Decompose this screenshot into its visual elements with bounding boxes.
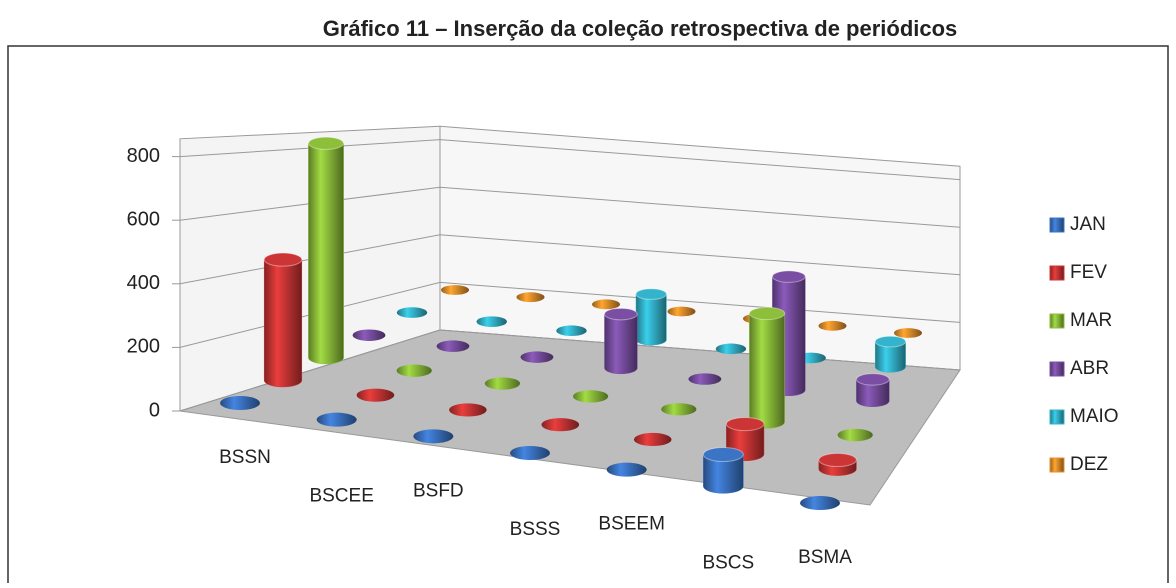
bar-top xyxy=(263,252,303,267)
bar xyxy=(449,403,487,417)
bar xyxy=(604,313,638,375)
y-tick-label: 400 xyxy=(127,272,160,294)
bar xyxy=(688,373,722,385)
bar xyxy=(356,388,395,402)
bar xyxy=(894,328,922,338)
legend-label: JAN xyxy=(1070,214,1106,235)
legend-swatch xyxy=(1049,409,1065,425)
bar-top xyxy=(771,270,806,283)
bar xyxy=(396,307,428,318)
x-tick-label: BSCS xyxy=(702,552,754,573)
y-tick-label: 800 xyxy=(127,145,160,167)
bar xyxy=(715,343,747,355)
x-tick-label: BSEEM xyxy=(598,514,665,535)
bar-top xyxy=(307,136,345,150)
grid-line xyxy=(179,139,961,181)
bar xyxy=(556,325,587,337)
bar xyxy=(413,429,454,444)
legend-swatch xyxy=(1049,265,1065,281)
x-tick-label: BSSS xyxy=(510,519,561,540)
bar xyxy=(520,351,554,363)
bar-top xyxy=(748,306,786,321)
bar xyxy=(516,292,545,303)
grid-line xyxy=(179,186,961,228)
bar xyxy=(476,316,507,327)
bar xyxy=(606,462,647,477)
bar xyxy=(800,496,840,510)
x-tick-label: BSSN xyxy=(219,447,271,468)
bar xyxy=(818,320,847,331)
y-tick-label: 0 xyxy=(149,399,160,421)
bar xyxy=(573,390,609,403)
bar xyxy=(667,306,696,317)
legend-swatch xyxy=(1049,217,1065,233)
chart-title: Gráfico 11 – Inserção da coleção retrosp… xyxy=(323,16,958,41)
frame xyxy=(7,45,1169,588)
bar xyxy=(263,259,303,388)
bar xyxy=(661,403,697,416)
bar-top xyxy=(874,335,907,348)
back-wall xyxy=(439,125,961,371)
bar xyxy=(484,377,520,390)
legend-label: MAIO xyxy=(1070,406,1119,427)
x-tick-label: BSCEE xyxy=(309,486,373,507)
bar-top xyxy=(818,452,857,468)
bar xyxy=(837,428,873,442)
bar xyxy=(396,364,432,377)
bar xyxy=(856,379,890,407)
bar xyxy=(436,340,470,352)
bar xyxy=(352,329,386,341)
bar xyxy=(874,341,906,373)
bar xyxy=(541,418,580,432)
bar xyxy=(635,293,667,346)
bar xyxy=(316,412,357,427)
bar-top xyxy=(725,416,765,432)
bar-top xyxy=(702,447,744,463)
y-tick-label: 200 xyxy=(127,336,160,358)
bar xyxy=(510,446,550,460)
legend-label: FEV xyxy=(1070,262,1107,283)
legend-swatch xyxy=(1049,361,1065,377)
bar xyxy=(220,396,260,410)
legend-label: MAR xyxy=(1070,310,1112,331)
x-tick-label: BSMA xyxy=(798,547,852,568)
legend-label: ABR xyxy=(1070,358,1109,379)
x-tick-label: BSFD xyxy=(413,480,464,501)
legend-swatch xyxy=(1049,457,1065,473)
bar xyxy=(633,432,672,447)
bar xyxy=(592,299,620,310)
bar xyxy=(308,143,344,365)
legend-label: DEZ xyxy=(1070,454,1108,475)
bar-top xyxy=(855,373,890,386)
bar-top xyxy=(604,307,638,321)
y-tick-label: 600 xyxy=(127,208,160,230)
legend-swatch xyxy=(1049,313,1065,329)
bar xyxy=(441,285,469,295)
bar xyxy=(749,313,785,429)
bar-top xyxy=(635,288,667,300)
bar xyxy=(703,454,744,494)
